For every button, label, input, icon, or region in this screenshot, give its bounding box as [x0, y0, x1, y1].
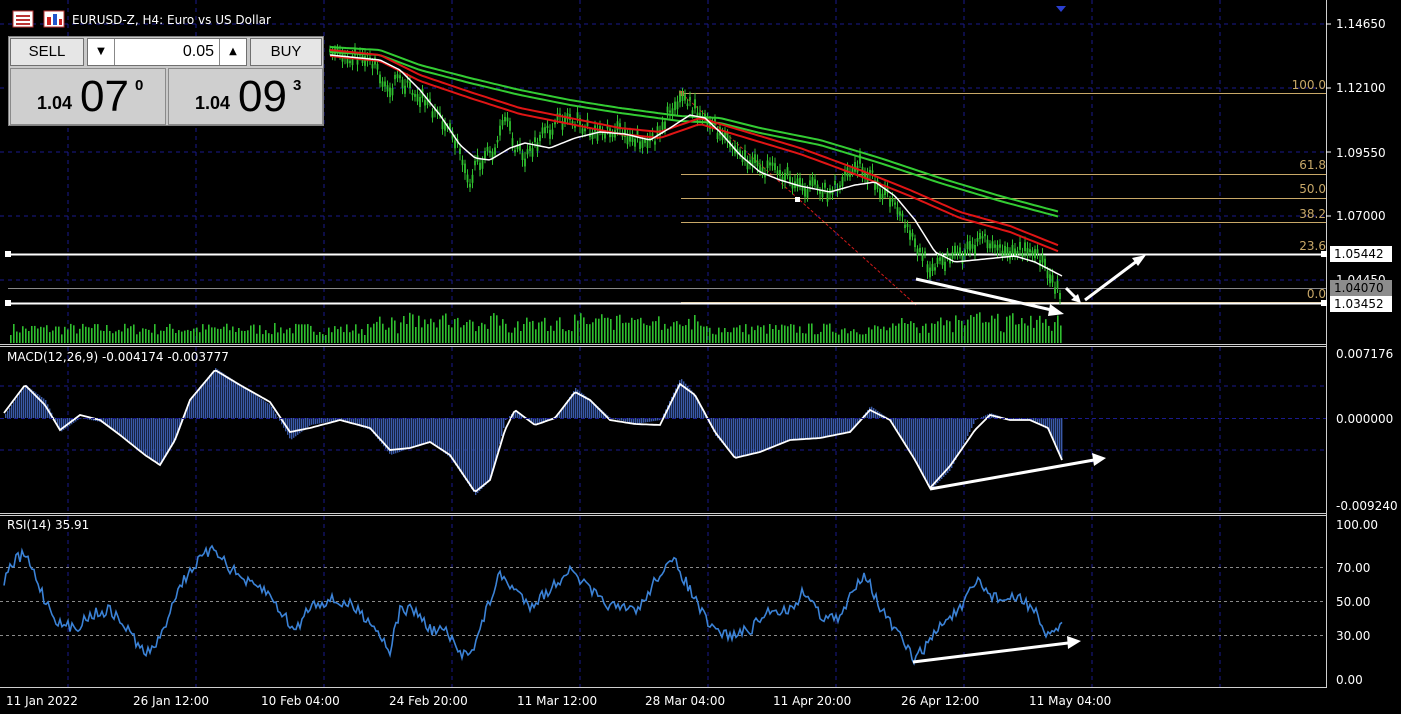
macd-divergence-arrow: [929, 458, 1095, 491]
rsi-tick: 100.00: [1336, 518, 1378, 532]
fibo-anchor-mid: [795, 197, 800, 202]
time-label: 28 Mar 04:00: [645, 694, 725, 708]
divergence-arrows-price[interactable]: [915, 255, 1146, 316]
rebound-arrowhead: [1132, 255, 1146, 266]
rsi-divergence-arrowhead: [1067, 636, 1081, 649]
time-label: 11 Apr 20:00: [773, 694, 851, 708]
fibo-label-61.8: 61.8: [1299, 158, 1326, 172]
rsi-label: RSI(14) 35.91: [7, 518, 89, 532]
price-tick: 1.09550: [1336, 146, 1386, 160]
macd-tick: -0.009240: [1336, 499, 1398, 513]
time-label: 10 Feb 04:00: [261, 694, 340, 708]
macd-divergence-arrowhead: [1092, 453, 1106, 466]
time-label: 11 Jan 2022: [6, 694, 78, 708]
chart-menu-icon[interactable]: [12, 10, 34, 28]
grid-lines: [0, 0, 1326, 687]
sell-price-small: 1.04: [37, 93, 73, 113]
rsi-tick: 50.00: [1336, 595, 1370, 609]
period-separator-marker-icon: [1056, 6, 1066, 12]
lot-increase-icon[interactable]: ▲: [219, 39, 246, 65]
sell-price-big: 07: [80, 72, 129, 121]
macd-axis: 0.007176 0.000000 -0.009240: [1336, 347, 1398, 513]
sell-button[interactable]: SELL: [10, 38, 84, 66]
macd-histogram: [5, 368, 1063, 495]
rsi-line: [3, 544, 1063, 666]
line-handle-left-lower: [5, 300, 11, 306]
fibo-label-0: 0.0: [1307, 287, 1326, 301]
rsi-divergence-arrow: [912, 641, 1069, 664]
volume-bars: [10, 312, 1062, 343]
time-label: 11 May 04:00: [1029, 694, 1111, 708]
moving-average-green: [329, 46, 1059, 213]
drop-arrowhead: [1071, 294, 1081, 303]
macd-signal-line: [3, 369, 1063, 493]
fibo-label-50: 50.0: [1299, 182, 1326, 196]
fibo-label-23.6: 23.6: [1299, 239, 1326, 253]
price-tag-upper: [1330, 246, 1392, 262]
one-click-trading-icon[interactable]: [43, 10, 65, 28]
rsi-levels: [0, 567, 1326, 636]
time-label: 24 Feb 20:00: [389, 694, 468, 708]
macd-tick: 0.007176: [1336, 347, 1393, 361]
buy-button[interactable]: BUY: [250, 38, 322, 66]
lot-decrease-icon[interactable]: ▼: [88, 39, 115, 65]
price-tag-bid-text: 1.04070: [1334, 281, 1384, 295]
fibo-label-100: 100.0: [1292, 78, 1326, 92]
moving-average-green-2: [329, 51, 1059, 218]
rsi-tick: 30.00: [1336, 629, 1370, 643]
buy-price-pipette: 3: [293, 77, 302, 94]
line-handle-left-upper: [5, 251, 11, 257]
price-divergence-arrowhead: [1048, 304, 1064, 316]
buy-price-button[interactable]: 1.04 09 3: [168, 68, 323, 125]
moving-average-red-2: [329, 55, 1059, 253]
rsi-tick: 70.00: [1336, 561, 1370, 575]
fibo-label-38.2: 38.2: [1299, 207, 1326, 221]
window-title: EURUSD-Z, H4: Euro vs US Dollar: [72, 13, 271, 27]
price-tick: 1.14650: [1336, 17, 1386, 31]
fibo-anchor-top: [679, 91, 684, 96]
buy-price-big: 09: [238, 72, 287, 121]
time-axis[interactable]: 11 Jan 2022 26 Jan 12:00 10 Feb 04:00 24…: [6, 694, 1111, 708]
horizontal-lines[interactable]: [5, 251, 1327, 306]
macd-tick: 0.000000: [1336, 412, 1393, 426]
divergence-arrow-rsi[interactable]: [912, 636, 1081, 664]
time-label: 11 Mar 12:00: [517, 694, 597, 708]
buy-price-small: 1.04: [195, 93, 231, 113]
lot-size-field[interactable]: ▼ 0.05 ▲: [87, 38, 247, 66]
line-handle-right-upper: [1321, 251, 1327, 257]
price-tag-upper-text: 1.05442: [1334, 247, 1384, 261]
rsi-tick: 0.00: [1336, 673, 1363, 687]
time-label: 26 Jan 12:00: [133, 694, 209, 708]
price-tick: 1.12100: [1336, 81, 1386, 95]
one-click-trading-panel: SELL ▼ 0.05 ▲ BUY 1.04 07 0 1.04 09 3: [8, 36, 324, 126]
price-divergence-arrow: [915, 277, 1057, 313]
line-handle-right-lower: [1321, 300, 1327, 306]
sell-price-pipette: 0: [135, 77, 144, 94]
rebound-arrow: [1084, 259, 1138, 302]
price-tag-lower: [1330, 296, 1392, 312]
moving-average-white: [329, 54, 1063, 277]
price-tick: 1.07000: [1336, 209, 1386, 223]
lot-size-input[interactable]: 0.05: [182, 43, 214, 60]
price-tag-lower-text: 1.03452: [1334, 297, 1384, 311]
sell-price-button[interactable]: 1.04 07 0: [10, 68, 166, 125]
rsi-axis: 100.00 70.00 50.00 30.00 0.00: [1336, 518, 1378, 687]
moving-average-red: [329, 49, 1059, 247]
macd-label: MACD(12,26,9) -0.004174 -0.003777: [7, 350, 229, 364]
price-tag-bid: [1330, 280, 1392, 296]
price-axis[interactable]: 1.14650 1.12100 1.09550 1.07000 1.04450 …: [1326, 17, 1392, 312]
divergence-arrow-macd[interactable]: [929, 453, 1106, 491]
time-label: 26 Apr 12:00: [901, 694, 979, 708]
